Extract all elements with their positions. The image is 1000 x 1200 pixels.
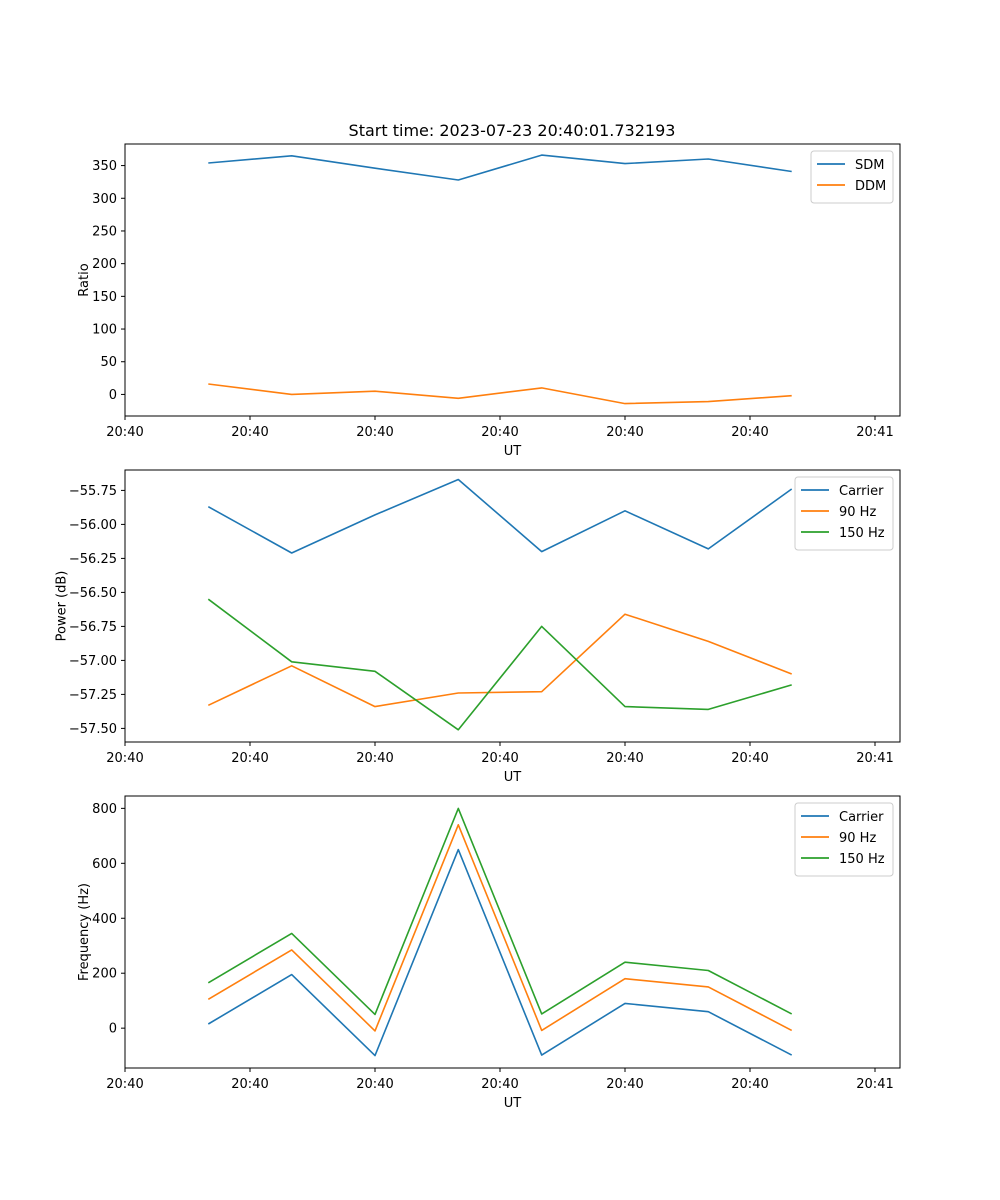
x-axis: 20:40 20:40 20:40 20:40 20:40 20:40 20:41: [106, 1068, 894, 1092]
legend-label: Carrier: [839, 810, 884, 825]
y-tick-label: −56.75: [69, 620, 117, 635]
y-tick-label: 600: [92, 857, 117, 872]
x-tick-label: 20:40: [356, 751, 393, 766]
legend: Carrier 90 Hz 150 Hz: [794, 802, 894, 877]
series-line-90-hz: [207, 613, 792, 708]
plot-frame: [124, 795, 901, 1069]
x-tick-label: 20:41: [856, 751, 893, 766]
x-axis-label: UT: [504, 1096, 522, 1111]
legend: Carrier 90 Hz 150 Hz: [794, 476, 894, 551]
y-axis: 0 50 100 150 200 250 300 350: [92, 159, 125, 403]
legend-label: Carrier: [839, 484, 884, 499]
x-tick-label: 20:40: [481, 1077, 518, 1092]
series-line-carrier: [207, 478, 793, 554]
x-tick-label: 20:40: [606, 751, 643, 766]
x-tick-label: 20:40: [106, 751, 143, 766]
y-tick-label: −56.50: [69, 586, 117, 601]
ratio-chart: 20:40 20:40 20:40 20:40 20:40 20:40 20:41 UT 0 50…: [77, 143, 901, 459]
y-tick-label: 50: [100, 355, 117, 370]
series-line-sdm: [208, 154, 792, 181]
power-chart: 20:40 20:40 20:40 20:40 20:40 20:40 20:41 UT −57…: [54, 469, 901, 785]
legend-label: 150 Hz: [839, 526, 885, 541]
legend-label: SDM: [855, 158, 884, 173]
legend: SDM DDM: [810, 150, 894, 204]
legend-label: 90 Hz: [839, 831, 876, 846]
y-tick-label: 100: [92, 323, 117, 338]
y-axis-label: Frequency (Hz): [77, 883, 92, 981]
x-tick-label: 20:40: [481, 425, 518, 440]
x-tick-label: 20:40: [356, 1077, 393, 1092]
y-axis: −57.50 −57.25 −57.00 −56.75 −56.50 −56.25 −56.…: [69, 484, 125, 737]
y-axis-label: Ratio: [77, 263, 92, 296]
figure-title: Start time: 2023-07-23 20:40:01.732193: [349, 121, 676, 140]
x-tick-label: 20:40: [231, 1077, 268, 1092]
plot-frame: [124, 143, 901, 417]
x-tick-label: 20:41: [856, 425, 893, 440]
x-tick-label: 20:40: [106, 425, 143, 440]
y-tick-label: 0: [109, 1022, 117, 1037]
y-tick-label: −57.25: [69, 688, 117, 703]
y-tick-label: 150: [92, 290, 117, 305]
series-line-ddm: [208, 383, 792, 405]
series-line-150-hz: [207, 598, 792, 731]
y-tick-label: −56.00: [69, 518, 117, 533]
y-tick-label: 800: [92, 802, 117, 817]
x-tick-label: 20:40: [356, 425, 393, 440]
legend-label: 150 Hz: [839, 852, 885, 867]
y-tick-label: −56.25: [69, 552, 117, 567]
x-tick-label: 20:40: [731, 1077, 768, 1092]
x-axis-label: UT: [504, 770, 522, 785]
y-tick-label: −57.00: [69, 654, 117, 669]
x-tick-label: 20:40: [606, 425, 643, 440]
y-axis: 0 200 400 600 800: [92, 802, 125, 1037]
y-axis-label: Power (dB): [54, 571, 69, 642]
x-tick-label: 20:41: [856, 1077, 893, 1092]
x-tick-label: 20:40: [106, 1077, 143, 1092]
frequency-chart: 20:40 20:40 20:40 20:40 20:40 20:40 20:41 UT 0 20…: [77, 795, 901, 1111]
y-tick-label: 200: [92, 257, 117, 272]
y-tick-label: 400: [92, 912, 117, 927]
x-axis: 20:40 20:40 20:40 20:40 20:40 20:40 20:41: [106, 742, 894, 766]
series-lines: [208, 154, 792, 405]
series-line-90-hz: [207, 823, 793, 1032]
series-lines: [207, 807, 793, 1057]
series-line-carrier: [207, 848, 793, 1057]
y-tick-label: 250: [92, 224, 117, 239]
x-tick-label: 20:40: [481, 751, 518, 766]
plot-frame: [124, 469, 901, 743]
x-tick-label: 20:40: [731, 751, 768, 766]
y-tick-label: −55.75: [69, 484, 117, 499]
x-tick-label: 20:40: [231, 425, 268, 440]
y-tick-label: 200: [92, 967, 117, 982]
x-axis: 20:40 20:40 20:40 20:40 20:40 20:40 20:41: [106, 416, 894, 440]
y-tick-label: −57.50: [69, 722, 117, 737]
x-tick-label: 20:40: [231, 751, 268, 766]
series-line-150-hz: [207, 807, 793, 1016]
y-tick-label: 300: [92, 192, 117, 207]
series-lines: [207, 478, 793, 731]
x-tick-label: 20:40: [731, 425, 768, 440]
x-tick-label: 20:40: [606, 1077, 643, 1092]
legend-label: DDM: [855, 179, 886, 194]
legend-label: 90 Hz: [839, 505, 876, 520]
y-tick-label: 350: [92, 159, 117, 174]
y-tick-label: 0: [109, 388, 117, 403]
x-axis-label: UT: [504, 444, 522, 459]
